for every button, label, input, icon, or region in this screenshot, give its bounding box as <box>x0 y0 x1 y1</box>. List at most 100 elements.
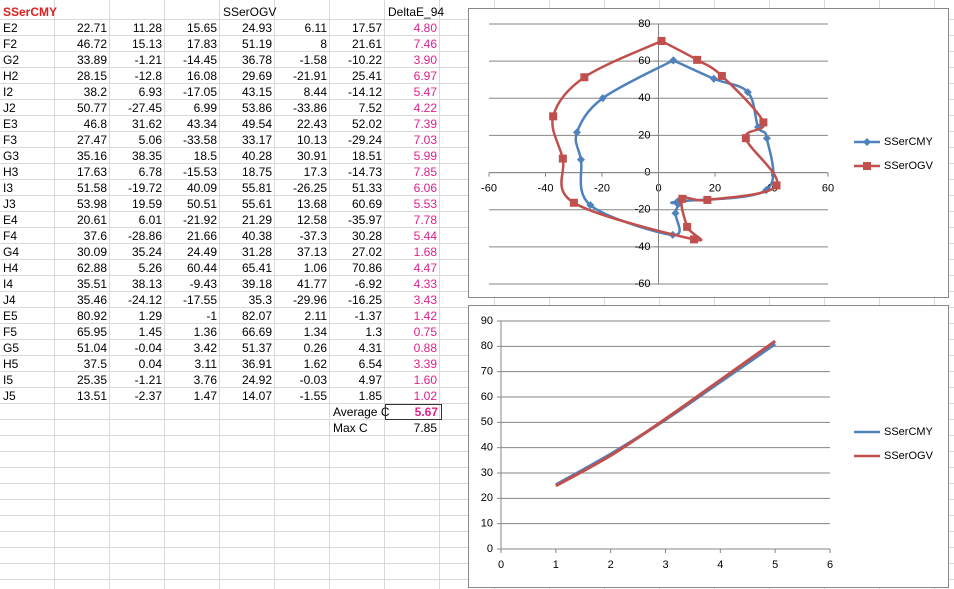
marker <box>657 36 666 45</box>
x-tick-label: -20 <box>594 182 610 194</box>
summary-value: 5.67 <box>385 404 442 420</box>
value-cell: 1.60 <box>413 373 437 387</box>
value-cell: -1.21 <box>134 373 162 387</box>
value-cell: 43.15 <box>241 85 272 99</box>
value-cell: 50.77 <box>76 101 107 115</box>
value-cell: -21.91 <box>292 69 327 83</box>
value-cell: 40.38 <box>241 229 272 243</box>
value-cell: 15.65 <box>186 21 217 35</box>
value-cell: 6.06 <box>413 181 437 195</box>
value-cell: 37.13 <box>296 245 327 259</box>
value-cell: -17.55 <box>182 293 217 307</box>
value-cell: 17.3 <box>303 165 327 179</box>
value-cell: 27.02 <box>351 245 382 259</box>
marker <box>580 73 589 82</box>
header-cell: DeltaE_94 <box>388 5 445 19</box>
value-cell: 53.86 <box>241 101 272 115</box>
value-cell: 3.39 <box>413 357 437 371</box>
row-label: F4 <box>3 229 18 243</box>
y-tick-label: 90 <box>481 315 493 327</box>
value-cell: 35.16 <box>76 149 107 163</box>
value-cell: 1.3 <box>365 325 382 339</box>
value-cell: 3.90 <box>413 53 437 67</box>
marker <box>669 56 678 65</box>
row-label: J4 <box>3 293 16 307</box>
value-cell: 43.34 <box>186 117 217 131</box>
legend-label: SSerOGV <box>884 450 934 462</box>
value-cell: -1.55 <box>299 389 327 403</box>
marker <box>772 181 781 190</box>
value-cell: -29.96 <box>292 293 327 307</box>
value-cell: 33.17 <box>241 133 272 147</box>
row-label: I5 <box>3 373 14 387</box>
value-cell: 1.62 <box>303 357 327 371</box>
value-cell: -10.22 <box>347 53 382 67</box>
marker <box>741 134 750 143</box>
value-cell: 3.43 <box>413 293 437 307</box>
marker <box>762 134 771 143</box>
y-tick-label: 80 <box>481 340 493 352</box>
y-tick-label: 10 <box>481 518 493 530</box>
x-tick-label: 3 <box>662 559 668 571</box>
value-cell: 14.07 <box>241 389 272 403</box>
marker <box>759 118 768 127</box>
x-tick-label: 2 <box>608 559 614 571</box>
legend-label: SSerCMY <box>884 426 934 438</box>
value-cell: 5.99 <box>413 149 437 163</box>
value-cell: 80.92 <box>76 309 107 323</box>
value-cell: 4.97 <box>358 373 382 387</box>
value-cell: -37.3 <box>299 229 327 243</box>
value-cell: -17.05 <box>182 85 217 99</box>
value-cell: 51.19 <box>241 37 272 51</box>
value-cell: 1.06 <box>303 261 327 275</box>
x-tick-label: 20 <box>709 182 721 194</box>
chart-area <box>468 305 949 588</box>
y-tick-label: 80 <box>638 18 650 30</box>
value-cell: 53.98 <box>76 197 107 211</box>
marker <box>671 209 680 218</box>
value-cell: 7.78 <box>413 213 437 227</box>
value-cell: 17.57 <box>351 21 382 35</box>
value-cell: -29.24 <box>347 133 382 147</box>
value-cell: 36.91 <box>241 357 272 371</box>
marker <box>558 154 567 163</box>
value-cell: 60.44 <box>186 261 217 275</box>
value-cell: 1.02 <box>413 389 437 403</box>
value-cell: 27.47 <box>76 133 107 147</box>
value-cell: 39.18 <box>241 277 272 291</box>
marker <box>703 195 712 204</box>
value-cell: -24.12 <box>127 293 162 307</box>
chart-area <box>468 8 949 298</box>
marker <box>717 71 726 80</box>
value-cell: 5.06 <box>138 133 162 147</box>
value-cell: 0.26 <box>303 341 327 355</box>
value-cell: 3.11 <box>194 357 217 371</box>
value-cell: 3.76 <box>193 373 217 387</box>
value-cell: 46.8 <box>83 117 107 131</box>
row-label: G5 <box>3 341 20 355</box>
value-cell: -14.45 <box>182 53 217 67</box>
value-cell: 51.04 <box>76 341 107 355</box>
value-cell: -35.97 <box>347 213 382 227</box>
x-tick-label: 0 <box>498 559 504 571</box>
value-cell: -14.73 <box>347 165 382 179</box>
value-cell: 7.46 <box>413 37 437 51</box>
value-cell: 37.5 <box>83 357 107 371</box>
y-tick-label: -60 <box>635 278 651 290</box>
row-label: G2 <box>3 53 20 67</box>
value-cell: 82.07 <box>241 309 272 323</box>
y-tick-label: 0 <box>487 543 493 555</box>
row-label: J5 <box>3 389 16 403</box>
row-label: E4 <box>3 213 18 227</box>
value-cell: 29.69 <box>241 69 272 83</box>
value-cell: 4.31 <box>358 341 382 355</box>
marker <box>678 194 687 203</box>
value-cell: 4.47 <box>413 261 437 275</box>
marker <box>709 74 718 83</box>
value-cell: 17.83 <box>186 37 217 51</box>
value-cell: 60.69 <box>351 197 382 211</box>
value-cell: 5.47 <box>413 85 437 99</box>
marker <box>586 201 595 210</box>
row-label: H4 <box>3 261 19 275</box>
value-cell: 22.71 <box>76 21 107 35</box>
